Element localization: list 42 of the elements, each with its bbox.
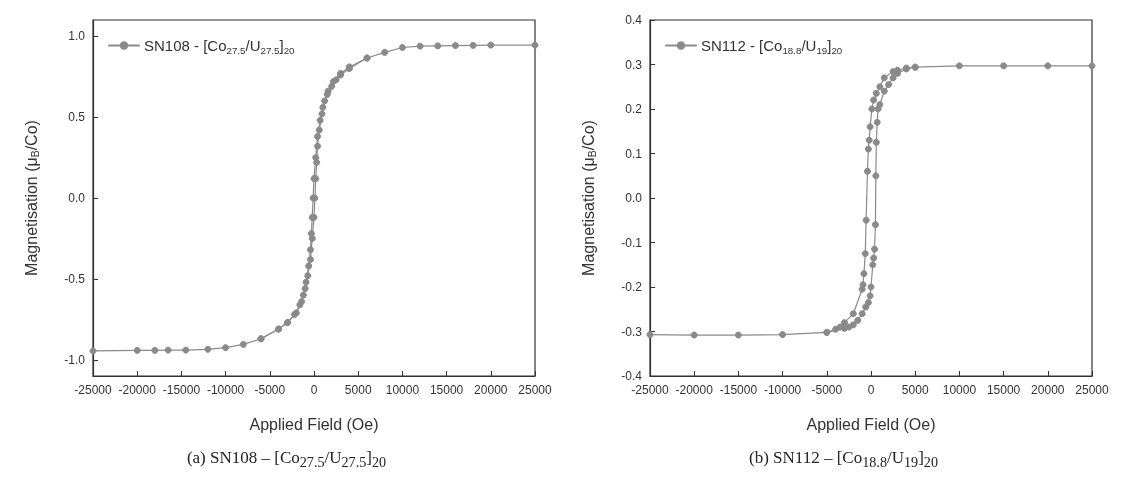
x-tick-label: 0 xyxy=(867,383,875,397)
x-tick-label: 15000 xyxy=(986,383,1021,397)
x-tick-label: -15000 xyxy=(162,383,201,397)
x-tick-label: 20000 xyxy=(474,383,508,397)
y-tick-label: -0.3 xyxy=(621,324,643,339)
x-tick-label: 25000 xyxy=(518,383,553,397)
x-tick-label: 25000 xyxy=(1075,383,1110,397)
y-tick-label: 1.0 xyxy=(68,29,86,44)
x-tick-label: -25000 xyxy=(74,383,112,397)
y-tick-label: 0.5 xyxy=(68,110,86,125)
x-tick-label: 10000 xyxy=(942,383,977,397)
x-axis-title: Applied Field (Oe) xyxy=(249,415,379,433)
x-tick-label: -10000 xyxy=(763,383,802,397)
x-tick-label: 10000 xyxy=(385,383,420,397)
x-tick-label: 0 xyxy=(310,383,318,397)
x-tick-label: -20000 xyxy=(118,383,157,397)
y-tick-label: 0.1 xyxy=(625,146,643,161)
y-tick-label: -0.1 xyxy=(621,235,643,250)
x-tick-label: -5000 xyxy=(254,383,286,397)
text: (a) SN108 – [Co$_{27.5}$/U$_{27.5}$]$_{20}$ xyxy=(185,448,388,472)
x-tick-label: 5000 xyxy=(901,383,929,397)
x-tick-label: 20000 xyxy=(1031,383,1065,397)
y-tick-label: -0.4 xyxy=(621,369,643,383)
x-tick-label: -5000 xyxy=(811,383,843,397)
y-axis-title: Magnetisation (μB/Co) xyxy=(22,120,42,276)
x-tick-label: -25000 xyxy=(631,383,669,397)
x-tick-label: 5000 xyxy=(344,383,372,397)
y-tick-label: 0.3 xyxy=(625,57,643,72)
text: (b) SN112 – [Co$_{18.8}$/U$_{19}$]$_{20}$ xyxy=(748,448,939,472)
x-tick-label: -20000 xyxy=(675,383,714,397)
y-tick-label: -0.2 xyxy=(621,280,643,294)
y-tick-label: -1.0 xyxy=(64,352,86,367)
y-tick-label: -0.5 xyxy=(64,271,86,286)
x-axis-title: Applied Field (Oe) xyxy=(806,415,936,433)
x-tick-label: 15000 xyxy=(429,383,464,397)
x-tick-label: -10000 xyxy=(206,383,245,397)
y-tick-label: 0.0 xyxy=(625,191,643,205)
y-tick-label: 0.0 xyxy=(68,191,86,205)
y-axis-title: Magnetisation (μB/Co) xyxy=(579,120,599,276)
y-tick-label: 0.4 xyxy=(625,13,643,27)
x-tick-label: -15000 xyxy=(719,383,758,397)
y-tick-label: 0.2 xyxy=(625,102,643,116)
